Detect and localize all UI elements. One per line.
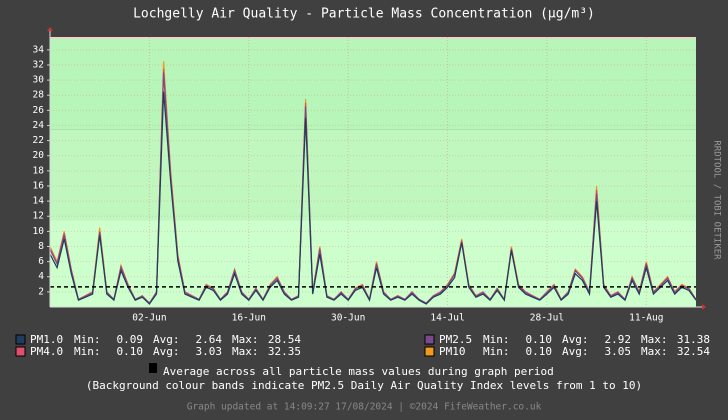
y-tick-label: 20: [33, 150, 45, 161]
stat-label: Avg:: [153, 333, 180, 346]
legend-label: PM4.0: [30, 345, 63, 358]
stat-value: 3.03: [196, 345, 223, 358]
y-tick-label: 16: [33, 180, 45, 191]
legend-label: PM1.0: [30, 333, 63, 346]
axis-arrow: [47, 27, 53, 31]
stat-value: 32.54: [677, 345, 710, 358]
y-tick-label: 14: [33, 196, 45, 207]
stat-value: 3.05: [605, 345, 632, 358]
aqi-band: [50, 38, 696, 130]
stat-label: Max:: [641, 345, 668, 358]
y-tick-label: 6: [38, 256, 44, 267]
x-tick-label: 28-Jul: [530, 313, 564, 324]
stat-label: Min:: [74, 345, 101, 358]
x-tick-label: 16-Jun: [232, 313, 266, 324]
y-tick-label: 24: [33, 120, 45, 131]
aqi-band: [50, 129, 696, 221]
average-swatch: [149, 363, 157, 373]
stat-label: Max:: [641, 333, 668, 346]
legend-label: PM2.5: [439, 333, 472, 346]
stat-value: 0.10: [526, 345, 553, 358]
legend-swatch: [424, 334, 435, 345]
x-tick-label: 14-Jul: [430, 313, 464, 324]
stat-label: Max:: [232, 333, 259, 346]
y-tick-label: 2: [38, 286, 44, 297]
series-line: [49, 91, 697, 305]
stat-value: 0.10: [117, 345, 144, 358]
stat-label: Avg:: [562, 345, 589, 358]
side-text: RRDTOOL / TOBI OETIKER: [712, 140, 722, 260]
y-tick-label: 4: [38, 271, 44, 282]
y-tick-label: 34: [33, 44, 45, 55]
stat-value: 0.10: [526, 333, 553, 346]
y-tick-label: 12: [33, 211, 44, 222]
stat-label: Min:: [74, 333, 101, 346]
stat-label: Min:: [483, 333, 510, 346]
chart-title: Lochgelly Air Quality - Particle Mass Co…: [133, 7, 595, 22]
aqi-band: [50, 37, 696, 39]
legend-swatch: [15, 346, 26, 357]
stat-label: Avg:: [153, 345, 180, 358]
x-tick-label: 02-Jun: [132, 313, 166, 324]
y-tick-label: 32: [33, 59, 44, 70]
x-tick-label: 30-Jun: [331, 313, 365, 324]
stat-label: Avg:: [562, 333, 589, 346]
axis-arrow: [702, 304, 706, 310]
y-tick-label: 22: [33, 135, 44, 146]
stat-value: 31.38: [677, 333, 710, 346]
legend-label: PM10: [439, 345, 466, 358]
stat-value: 2.92: [605, 333, 632, 346]
footer: Graph updated at 14:09:27 17/08/2024 | ©…: [187, 402, 542, 413]
stat-label: Max:: [232, 345, 259, 358]
stat-label: Min:: [483, 345, 510, 358]
y-tick-label: 26: [33, 105, 45, 116]
stat-value: 32.35: [268, 345, 301, 358]
y-tick-label: 30: [33, 75, 45, 86]
x-tick-label: 11-Aug: [629, 313, 663, 324]
stat-value: 2.64: [196, 333, 223, 346]
legend-swatch: [424, 346, 435, 357]
stat-value: 28.54: [268, 333, 301, 346]
y-tick-label: 10: [33, 226, 45, 237]
average-text: Average across all particle mass values …: [163, 365, 554, 378]
legend-swatch: [15, 334, 26, 345]
y-tick-label: 8: [38, 241, 44, 252]
y-tick-label: 28: [33, 90, 45, 101]
stat-value: 0.09: [117, 333, 144, 346]
band-note: (Background colour bands indicate PM2.5 …: [86, 379, 642, 392]
y-tick-label: 18: [33, 165, 45, 176]
